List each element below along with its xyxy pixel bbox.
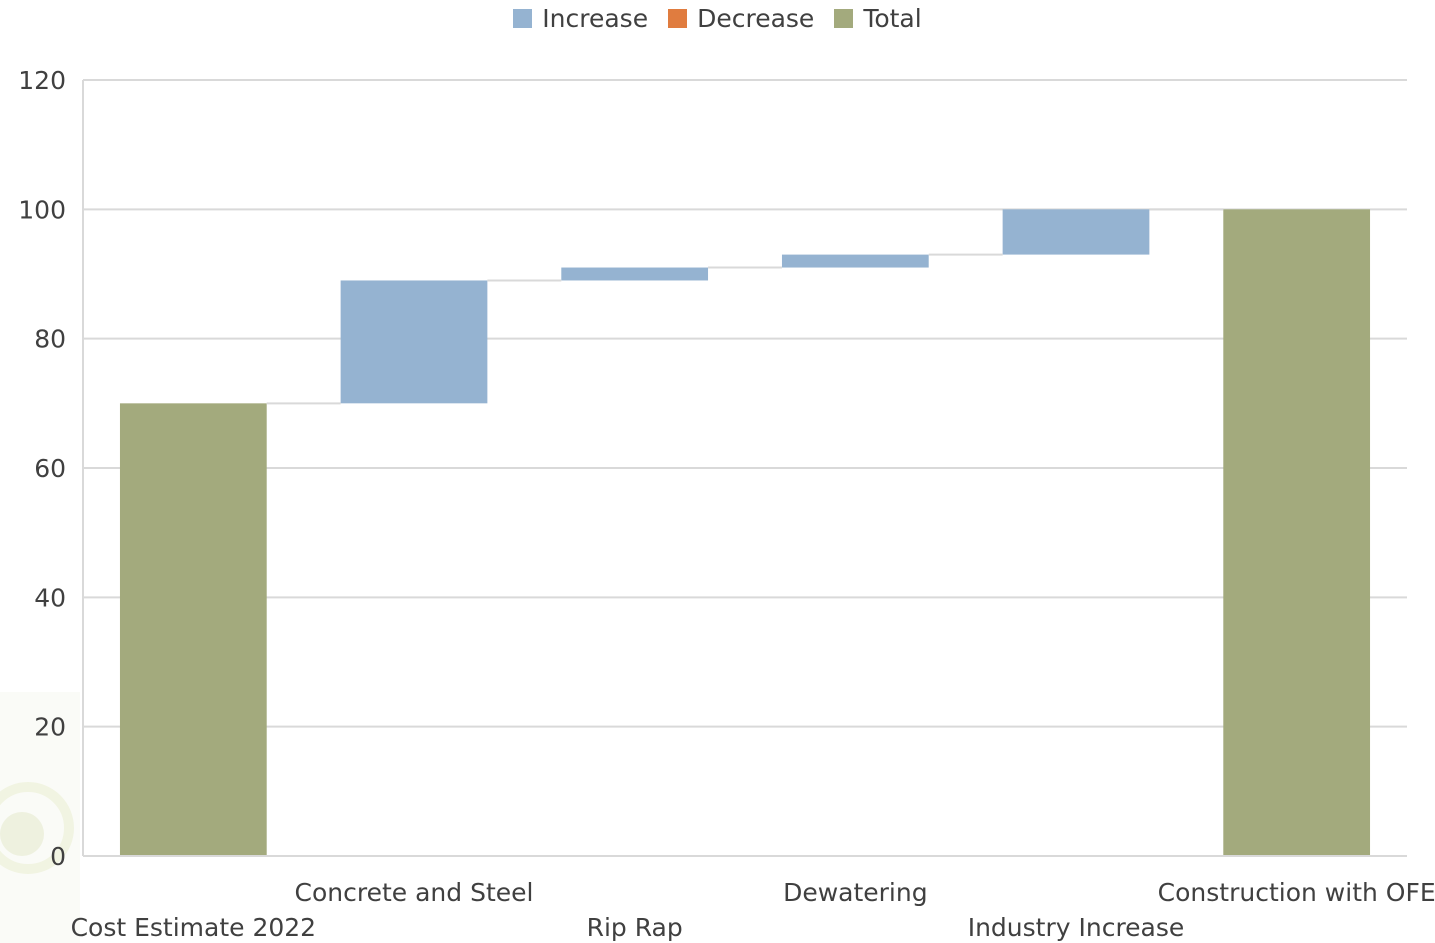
legend-label-increase: Increase	[542, 4, 649, 33]
legend-item-decrease: Decrease	[668, 4, 814, 33]
x-category-label: Concrete and Steel	[295, 878, 534, 907]
y-tick-label: 20	[34, 713, 66, 742]
y-tick-label: 80	[34, 325, 66, 354]
increase-bar	[781, 254, 929, 268]
increase-swatch	[513, 9, 533, 28]
increase-bar	[561, 267, 709, 281]
decrease-swatch	[668, 9, 688, 28]
legend: Increase Decrease Total	[0, 4, 1435, 33]
legend-label-decrease: Decrease	[697, 4, 815, 33]
x-category-label: Dewatering	[783, 878, 928, 907]
increase-bar	[1002, 209, 1150, 255]
total-bar	[1223, 209, 1371, 857]
y-tick-label: 60	[34, 454, 66, 483]
total-bar	[119, 403, 267, 856]
x-category-label: Industry Increase	[968, 913, 1185, 942]
decorative-ring	[0, 782, 74, 874]
y-tick-label: 100	[18, 195, 66, 224]
y-tick-label: 0	[50, 842, 66, 871]
legend-label-total: Total	[863, 4, 922, 33]
y-tick-label: 40	[34, 583, 66, 612]
legend-item-increase: Increase	[513, 4, 648, 33]
legend-item-total: Total	[834, 4, 922, 33]
x-category-label: Construction with OFE	[1158, 878, 1435, 907]
x-category-label: Cost Estimate 2022	[71, 913, 317, 942]
x-category-label: Rip Rap	[587, 913, 683, 942]
increase-bar	[340, 280, 488, 404]
decorative-dot	[0, 812, 44, 856]
total-swatch	[834, 9, 854, 28]
y-tick-label: 120	[18, 66, 66, 95]
